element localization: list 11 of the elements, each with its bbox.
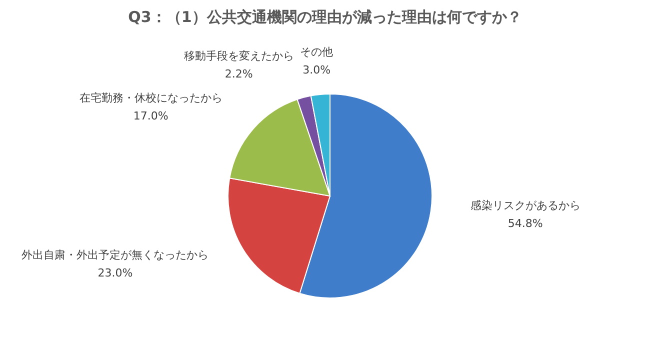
data-label: 17.0% xyxy=(133,110,168,123)
slice-label: 感染リスクがあるから xyxy=(470,199,580,212)
data-label: 2.2% xyxy=(224,67,253,80)
chart-title: Q3：（1）公共交通機関の理由が減った理由は何ですか？ xyxy=(128,8,522,26)
slice-label: 移動手段を変えたから xyxy=(184,49,294,62)
data-label: 54.8% xyxy=(508,217,543,230)
data-label: 23.0% xyxy=(98,266,133,280)
slice-label: 在宅勤務・休校になったから xyxy=(79,92,222,105)
data-label: 3.0% xyxy=(302,64,331,77)
slice-label: 外出自粛・外出予定が無くなったから xyxy=(22,248,209,262)
slice-label: その他 xyxy=(300,46,334,59)
